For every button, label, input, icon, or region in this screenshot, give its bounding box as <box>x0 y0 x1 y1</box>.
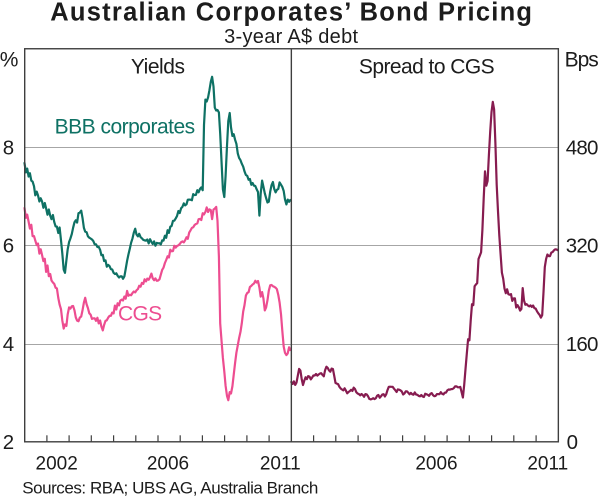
svg-text:480: 480 <box>566 136 598 159</box>
svg-text:6: 6 <box>3 235 14 258</box>
svg-text:0: 0 <box>567 431 578 454</box>
svg-text:Bps: Bps <box>565 49 599 72</box>
svg-text:320: 320 <box>566 235 598 258</box>
svg-text:CGS: CGS <box>118 302 162 325</box>
svg-text:2002: 2002 <box>36 454 78 475</box>
svg-text:4: 4 <box>3 333 14 356</box>
svg-text:2006: 2006 <box>415 454 457 475</box>
svg-text:Yields: Yields <box>131 56 185 79</box>
svg-text:2011: 2011 <box>260 454 301 475</box>
svg-text:8: 8 <box>3 136 14 159</box>
svg-text:2: 2 <box>3 431 14 454</box>
svg-text:160: 160 <box>566 333 598 356</box>
svg-text:Sources: RBA; UBS AG, Australi: Sources: RBA; UBS AG, Australia Branch <box>22 478 318 497</box>
svg-text:%: % <box>0 48 18 71</box>
svg-text:Spread to CGS: Spread to CGS <box>359 56 495 79</box>
svg-text:BBB corporates: BBB corporates <box>55 116 195 139</box>
svg-text:Australian Corporates’ Bond Pr: Australian Corporates’ Bond Pricing <box>50 0 533 26</box>
svg-text:3-year A$ debt: 3-year A$ debt <box>224 26 358 48</box>
svg-text:2011: 2011 <box>527 454 568 475</box>
svg-text:2006: 2006 <box>147 454 189 475</box>
